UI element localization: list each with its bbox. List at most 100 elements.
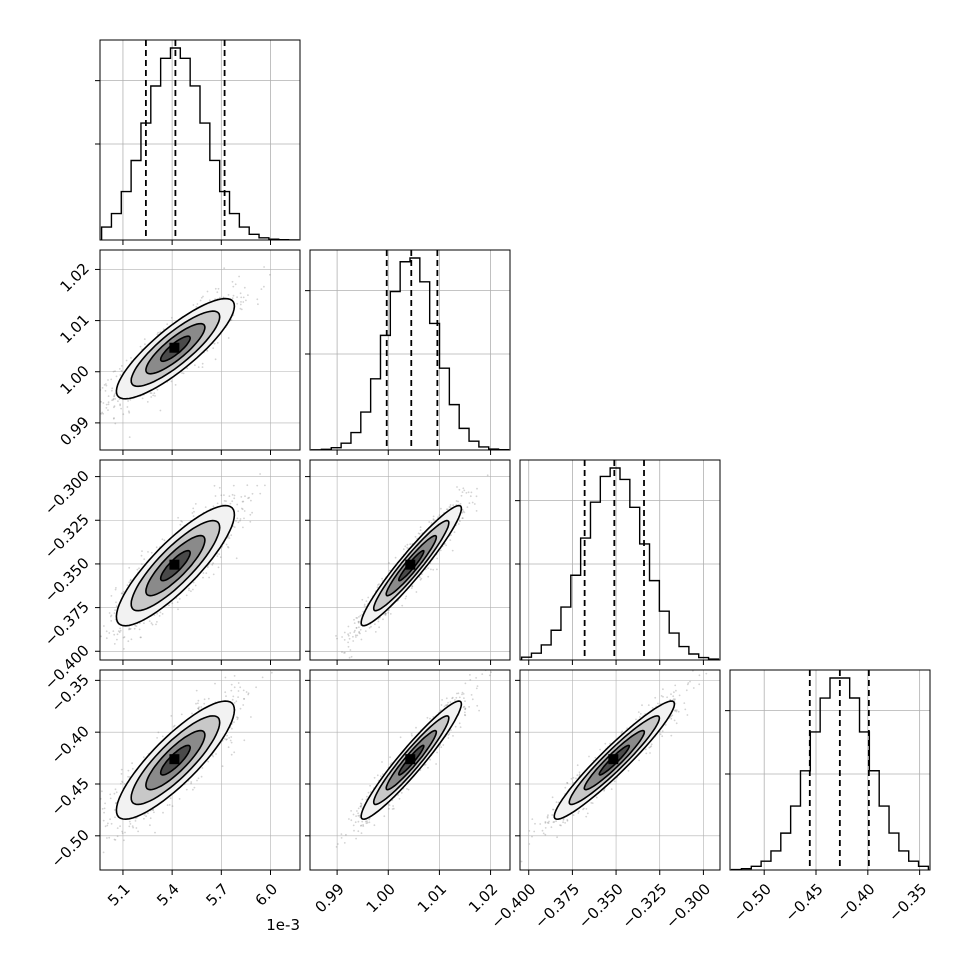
scatter-point [113,406,115,409]
scatter-point [84,640,86,642]
scatter-point [128,825,131,828]
scatter-point [259,492,262,495]
scatter-point [468,502,471,504]
scatter-point [227,294,230,296]
scatter-point [225,738,228,741]
scatter-point [130,357,132,359]
scatter-point [156,621,158,623]
scatter-point [192,515,195,517]
scatter-point [120,773,123,775]
scatter-point [239,307,242,310]
scatter-point [113,643,116,645]
scatter-point [473,503,476,505]
scatter-point [156,333,159,336]
scatter-point [237,510,240,513]
scatter-point [224,738,226,740]
scatter-point [227,546,230,549]
scatter-point [119,403,121,406]
scatter-point [237,717,239,719]
scatter-point [242,704,245,706]
scatter-point [449,539,452,541]
scatter-point [401,604,404,607]
scatter-point [406,543,409,546]
scatter-point [355,636,357,638]
scatter-point [103,384,106,386]
scatter-point [462,487,465,490]
scatter-point [203,698,206,701]
scatter-point [427,567,429,569]
scatter-point [96,831,98,833]
scatter-point [452,504,455,507]
density-peak [405,559,416,570]
scatter-point [353,631,356,633]
scatter-point [87,670,89,672]
scatter-point [119,374,122,376]
scatter-point [146,401,149,403]
scatter-point [144,343,146,346]
scatter-point [148,620,151,622]
scatter-point [110,620,113,622]
scatter-point [239,303,242,306]
scatter-point [156,388,159,391]
scatter-point [402,548,405,551]
scatter-point [82,411,84,413]
scatter-point [404,545,407,548]
scatter-point [196,779,198,782]
scatter-point [214,495,217,497]
scatter-point [320,682,322,684]
scatter-point [95,661,97,663]
scatter-point [201,366,204,368]
scatter-point [237,682,240,684]
scatter-point [185,788,188,791]
scatter-point [152,808,155,811]
scatter-point [462,510,465,513]
scatter-point [192,507,195,510]
scatter-point [243,698,245,700]
scatter-point [486,474,489,477]
scatter-point [418,576,421,579]
scatter-point [231,500,234,503]
scatter-point [113,393,116,396]
scatter-point [217,287,220,290]
scatter-point [358,626,360,629]
scatter-point [145,815,148,818]
scatter-point [223,267,226,270]
scatter-point [225,695,227,697]
scatter-point [347,625,350,628]
scatter-point [193,510,195,513]
scatter-point [120,365,123,367]
scatter-point [343,631,346,634]
scatter-point [88,845,90,847]
scatter-point [123,636,126,638]
histogram-step [520,467,720,660]
scatter-point [212,573,215,576]
scatter-point [236,517,239,520]
scatter-point [115,791,118,794]
scatter-point [250,716,252,718]
scatter-point [236,716,238,718]
scatter-point [127,410,130,413]
scatter-point [114,422,117,425]
scatter-point [377,584,379,586]
scatter-point [415,591,418,593]
scatter-point [115,605,118,608]
scatter-point [127,775,129,778]
scatter-point [192,788,194,791]
scatter-point [235,520,237,522]
panel-frame [99,39,301,241]
scatter-point [100,400,102,403]
scatter-point [127,640,130,643]
scatter-point [119,825,121,828]
scatter-point [127,400,129,402]
scatter-point [143,814,146,816]
scatter-point [239,518,242,520]
scatter-point [476,487,478,490]
scatter-point [475,510,478,512]
scatter-point [122,636,125,639]
scatter-point [131,762,134,765]
scatter-point [243,286,246,289]
scatter-point [114,398,117,400]
scatter-point [405,595,408,598]
scatter-point [358,620,360,623]
scatter-point [128,628,131,631]
